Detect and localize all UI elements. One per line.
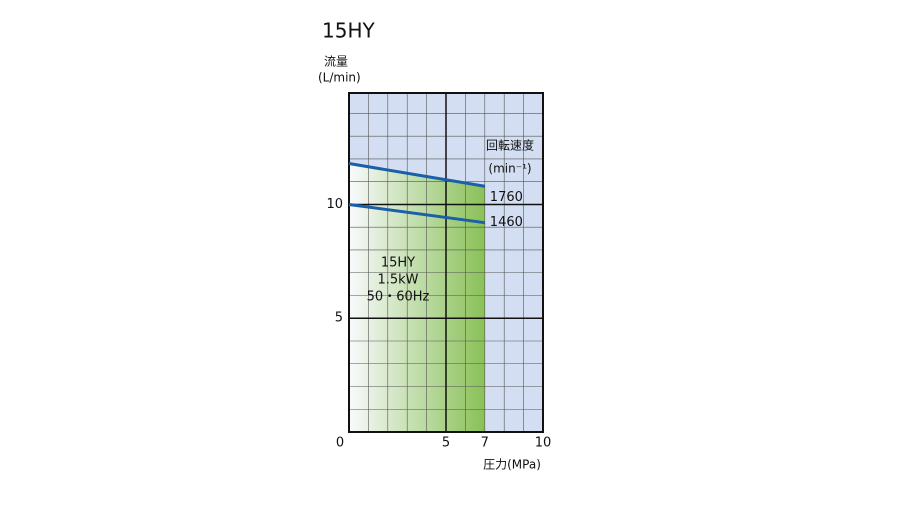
legend-title: (min⁻¹) bbox=[488, 162, 531, 176]
series-line bbox=[348, 202, 485, 225]
x-axis-label: 圧力(MPa) bbox=[483, 458, 541, 472]
y-tick-label: 10 bbox=[326, 197, 343, 212]
annotation: 15HY bbox=[381, 256, 415, 271]
legend-title: 回転速度 bbox=[486, 138, 534, 153]
series-label: 1760 bbox=[490, 190, 523, 205]
operating-region bbox=[349, 163, 485, 432]
x-tick-label: 5 bbox=[442, 436, 450, 451]
plot-frame bbox=[348, 92, 544, 433]
x-tick-label: 0 bbox=[336, 436, 344, 451]
annotation: 1.5kW bbox=[377, 273, 418, 288]
series-line bbox=[348, 162, 486, 188]
y-axis-label: 流量 bbox=[324, 55, 348, 69]
x-tick-label: 10 bbox=[535, 436, 552, 451]
series-label: 1460 bbox=[490, 215, 523, 230]
y-tick-label: 5 bbox=[335, 311, 343, 326]
chart-title: 15HY bbox=[322, 19, 375, 43]
annotation: 50・60Hz bbox=[367, 290, 430, 305]
y-axis-label: (L/min) bbox=[318, 71, 361, 85]
x-tick-label: 7 bbox=[481, 436, 489, 451]
